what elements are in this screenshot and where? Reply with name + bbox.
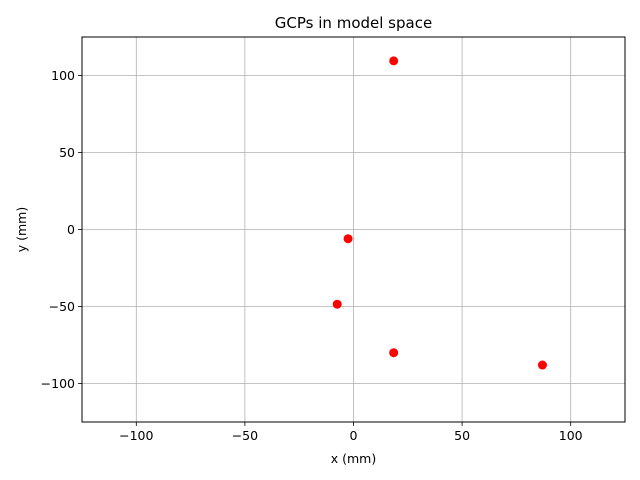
- grid: [82, 37, 625, 422]
- x-tick-label: −50: [232, 428, 258, 443]
- y-tick-label: 0: [67, 222, 75, 237]
- data-point: [537, 360, 547, 370]
- y-tick-label: 100: [51, 68, 75, 83]
- ticks: −100 −50 0 50 100 −100 −50 0 50 100: [41, 68, 583, 443]
- y-axis-title: y (mm): [14, 207, 29, 252]
- data-point: [343, 234, 353, 244]
- x-tick-label: 50: [454, 428, 470, 443]
- data-point: [332, 299, 342, 309]
- y-tick-label: −50: [49, 299, 75, 314]
- chart-title: GCPs in model space: [275, 14, 432, 32]
- plot-frame: [81, 36, 626, 423]
- y-tick-label: −100: [41, 376, 75, 391]
- x-tick-label: −100: [119, 428, 153, 443]
- x-axis-title: x (mm): [331, 451, 376, 466]
- data-point: [389, 56, 399, 66]
- y-tick-label: 50: [59, 145, 75, 160]
- data-points: [332, 56, 547, 370]
- x-tick-label: 100: [559, 428, 583, 443]
- x-tick-label: 0: [350, 428, 358, 443]
- data-point: [389, 348, 399, 358]
